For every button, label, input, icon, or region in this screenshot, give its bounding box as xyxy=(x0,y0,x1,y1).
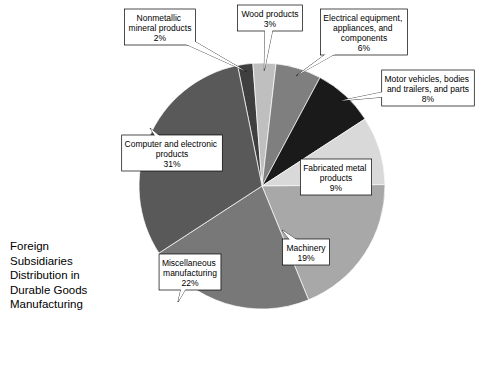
category-label: Nonmetallic mineral products xyxy=(129,13,192,33)
callout: Computer and electronic products31% xyxy=(122,128,223,171)
data-label: 9% xyxy=(330,183,343,193)
category-label: Motor vehicles, bodies and trailers, and… xyxy=(385,74,472,94)
callout: Fabricated metal products9% xyxy=(300,159,371,195)
callout: Miscellaneous manufacturing22% xyxy=(159,254,221,302)
callout: Machinery19% xyxy=(282,230,330,265)
callout-box xyxy=(237,5,302,31)
category-label-line: Machinery xyxy=(286,243,326,253)
category-label-line: Computer and electronic xyxy=(125,139,220,149)
callout: Motor vehicles, bodies and trailers, and… xyxy=(340,70,474,106)
category-label: Wood products xyxy=(241,9,298,19)
category-label-line: Nonmetallic xyxy=(137,13,184,23)
category-label-line: Wood products xyxy=(241,9,298,19)
callout-box xyxy=(122,135,223,171)
category-label-line: Motor vehicles, bodies xyxy=(385,74,472,84)
callout-box xyxy=(382,70,475,106)
chart: Nonmetallic mineral products2%Wood produ… xyxy=(0,0,480,366)
data-label: 19% xyxy=(297,253,314,263)
data-label: 8% xyxy=(422,94,435,104)
category-label: Machinery xyxy=(286,243,326,253)
callout-box xyxy=(282,239,329,265)
callout: Wood products3% xyxy=(237,5,302,70)
category-label: Miscellaneous manufacturing xyxy=(162,258,218,278)
data-label: 2% xyxy=(154,33,167,43)
category-label-line: appliances, and xyxy=(333,23,395,33)
category-label-line: manufacturing xyxy=(163,268,217,278)
callouts: Nonmetallic mineral products2%Wood produ… xyxy=(122,5,475,302)
data-label: 6% xyxy=(358,43,371,53)
title-line: Distribution in xyxy=(10,269,83,281)
title-line: Durable Goods xyxy=(10,284,91,296)
data-label: 31% xyxy=(163,159,180,169)
category-label-line: Electrical equipment, xyxy=(323,13,404,23)
category-label-line: and trailers, and parts xyxy=(387,84,469,94)
category-label: Electrical equipment, appliances, and co… xyxy=(323,13,404,43)
callout-box xyxy=(321,9,408,55)
data-label: 3% xyxy=(264,19,277,29)
category-label-line: products xyxy=(320,173,353,183)
category-label-line: products xyxy=(156,149,189,159)
title-line: Subsidiaries xyxy=(10,255,76,267)
category-label-line: Miscellaneous xyxy=(162,258,218,268)
callout-box xyxy=(300,159,371,195)
background xyxy=(0,0,480,366)
title-line: Foreign xyxy=(10,240,52,252)
callout-box xyxy=(159,254,221,290)
category-label: Computer and electronic products xyxy=(125,139,220,159)
data-label: 22% xyxy=(181,278,198,288)
title: Foreign Subsidiaries Distribution in Dur… xyxy=(10,240,91,310)
title-line: Manufacturing xyxy=(10,298,83,310)
callout: Nonmetallic mineral products2% xyxy=(125,9,247,71)
category-label-line: Fabricated metal xyxy=(303,163,369,173)
callout: Electrical equipment, appliances, and co… xyxy=(296,9,407,76)
category-label-line: mineral products xyxy=(129,23,192,33)
category-label: Fabricated metal products xyxy=(303,163,369,183)
category-label-line: components xyxy=(341,33,387,43)
